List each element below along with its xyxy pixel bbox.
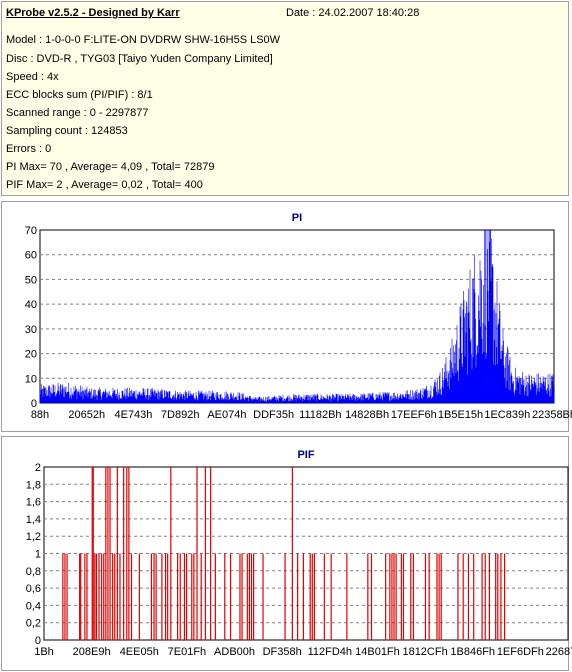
chart-title: PI [292, 212, 302, 224]
info-pif-stats: PIF Max= 2 , Average= 0,02 , Total= 400 [6, 179, 203, 191]
y-tick-label: 0,6 [26, 583, 41, 595]
x-tick-label: 7D892h [161, 409, 200, 421]
y-tick-label: 1,4 [26, 514, 41, 526]
x-tick-label: 4EE05h [120, 646, 159, 658]
pif-chart: PIF 0 0,2 0,4 0,6 0,8 1 1,2 1,4 1,6 1,8 2 1Bh 208E9h 4… [26, 449, 572, 658]
x-tick-label: 112FD4h [308, 646, 352, 658]
pif-chart-panel: PIF 0 0,2 0,4 0,6 0,8 1 1,2 1,4 1,6 1,8 2 1Bh 208E9h 4… [1, 436, 572, 671]
pi-chart-panel: PI 0 10 20 30 40 50 60 70 88h 20652h 4E743h 7D892h AE… [1, 201, 572, 432]
y-tick-label: 1,6 [26, 497, 41, 509]
x-tick-label: 1EF6DFh [497, 646, 544, 658]
x-tick-label: 7E01Fh [168, 646, 207, 658]
x-tick-label: 88h [31, 409, 49, 421]
y-tick-label: 40 [25, 299, 37, 311]
x-tick-label: 1B846Fh [450, 646, 495, 658]
y-tick-label: 0 [31, 398, 37, 410]
info-pi-stats: PI Max= 70 , Average= 4,09 , Total= 7287… [6, 161, 215, 173]
x-tick-label: 22687Dh [546, 646, 572, 658]
y-tick-label: 0,4 [26, 600, 41, 612]
x-tick-label: 11182Bh [299, 409, 341, 421]
info-sampling-count: Sampling count : 124853 [6, 125, 128, 137]
info-errors: Errors : 0 [6, 143, 52, 155]
y-tick-label: 0,8 [26, 566, 41, 578]
x-tick-label: 20652h [68, 409, 105, 421]
app-title: KProbe v2.5.2 - Designed by Karr [6, 7, 180, 19]
info-scanned-range: Scanned range : 0 - 2297877 [6, 107, 149, 119]
y-tick-label: 1,2 [26, 531, 41, 543]
y-tick-label: 0,2 [26, 618, 41, 630]
x-tick-label: 4E743h [114, 409, 152, 421]
scan-date: Date : 24.02.2007 18:40:28 [286, 7, 420, 19]
pi-series-area [39, 230, 555, 403]
y-tick-label: 50 [25, 274, 37, 286]
x-tick-label: 208E9h [73, 646, 111, 658]
x-tick-label: 1EC839h [484, 409, 530, 421]
y-tick-label: 30 [25, 324, 37, 336]
info-model: Model : 1-0-0-0 F:LITE-ON DVDRW SHW-16H5… [6, 34, 281, 46]
chart-title: PIF [297, 449, 314, 461]
y-tick-label: 20 [25, 349, 37, 361]
y-tick-label: 70 [25, 225, 37, 237]
y-tick-label: 1 [35, 549, 41, 561]
y-tick-label: 0 [35, 635, 41, 647]
info-disc: Disc : DVD-R , TYG03 [Taiyo Yuden Compan… [6, 53, 273, 65]
x-tick-label: 14828Bh [345, 409, 389, 421]
y-tick-label: 10 [25, 373, 37, 385]
x-tick-label: AE074h [207, 409, 246, 421]
info-speed: Speed : 4x [6, 71, 59, 83]
x-tick-label: DF358h [263, 646, 302, 658]
y-tick-label: 60 [25, 250, 37, 262]
x-tick-label: 1B5E15h [438, 409, 483, 421]
y-tick-label: 2 [35, 462, 41, 474]
x-tick-label: 22358Bh [532, 409, 572, 421]
x-tick-label: ADB00h [214, 646, 255, 658]
info-panel: KProbe v2.5.2 - Designed by Karr Date : … [1, 1, 569, 196]
x-tick-label: 14B01Fh [355, 646, 400, 658]
x-tick-label: 17EEF6h [391, 409, 437, 421]
pi-chart: PI 0 10 20 30 40 50 60 70 88h 20652h 4E743h 7D892h AE… [25, 212, 572, 421]
info-ecc-sum: ECC blocks sum (PI/PIF) : 8/1 [6, 89, 153, 101]
x-tick-label: DDF35h [253, 409, 294, 421]
x-tick-label: 1Bh [34, 646, 54, 658]
x-tick-label: 1812CFh [402, 646, 447, 658]
y-tick-label: 1,8 [26, 479, 41, 491]
